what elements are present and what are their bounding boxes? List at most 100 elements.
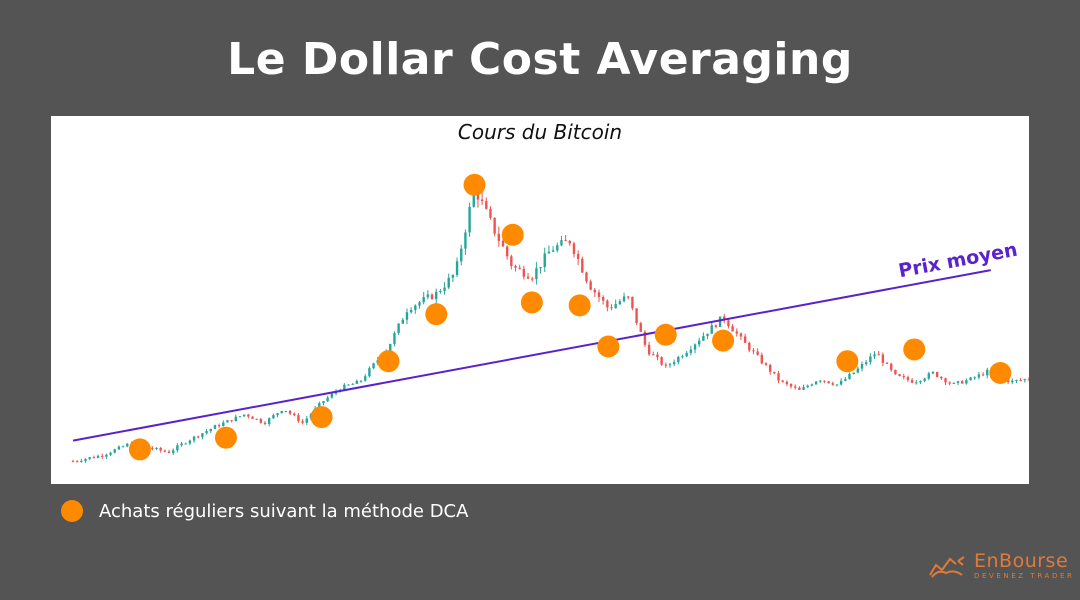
candle-body xyxy=(714,325,718,327)
candle-body xyxy=(614,304,617,309)
candle-body xyxy=(75,461,79,463)
candle-body xyxy=(819,380,822,382)
candle-body xyxy=(589,281,592,290)
candle-body xyxy=(171,450,175,454)
candle-body xyxy=(405,312,409,320)
candle-body xyxy=(1015,380,1018,382)
candle-body xyxy=(293,413,296,416)
candle-body xyxy=(973,377,976,379)
candle-body xyxy=(522,268,526,277)
candle-body xyxy=(113,449,116,453)
candle-body xyxy=(547,251,551,254)
dca-purchase-dot xyxy=(568,294,591,317)
candle-body xyxy=(814,381,818,385)
candle-body xyxy=(176,445,179,451)
candle-body xyxy=(514,266,517,268)
candle-body xyxy=(434,291,438,300)
candle-body xyxy=(869,356,872,363)
candle-body xyxy=(351,383,354,385)
candle-body xyxy=(681,356,684,358)
candle-body xyxy=(1027,379,1029,381)
candle-body xyxy=(159,447,162,451)
candle-body xyxy=(180,443,183,446)
legend-label: Achats réguliers suivant la méthode DCA xyxy=(99,500,469,522)
candle-body xyxy=(656,354,659,358)
candle-body xyxy=(935,372,939,377)
candle-body xyxy=(422,297,425,303)
brand-name: EnBourse xyxy=(974,550,1069,572)
candle-body xyxy=(981,374,985,376)
candle-body xyxy=(919,380,922,383)
candle-body xyxy=(485,201,488,209)
bull-bear-icon xyxy=(929,556,965,578)
candle-body xyxy=(472,189,475,207)
candle-body xyxy=(359,380,363,382)
candle-body xyxy=(121,446,125,448)
candle-body xyxy=(693,344,697,350)
candle-body xyxy=(752,350,755,352)
candle-body xyxy=(622,296,626,302)
candle-body xyxy=(948,382,951,384)
candle-body xyxy=(364,376,367,381)
candle-body xyxy=(727,320,730,327)
candle-body xyxy=(247,414,250,417)
candle-body xyxy=(931,372,935,374)
candle-body xyxy=(393,333,396,344)
candle-body xyxy=(735,331,738,334)
candle-body xyxy=(531,278,534,280)
candle-body xyxy=(798,387,801,390)
candle-body xyxy=(898,374,901,377)
dca-purchase-dot xyxy=(903,338,926,361)
dca-purchase-dot xyxy=(128,438,151,461)
candle-body xyxy=(489,208,492,218)
candle-body xyxy=(263,422,267,425)
candle-body xyxy=(551,250,555,252)
candle-body xyxy=(631,296,634,309)
candle-body xyxy=(873,354,876,357)
candle-body xyxy=(343,384,346,390)
candle-body xyxy=(835,384,839,386)
candle-body xyxy=(259,419,263,423)
candle-body xyxy=(764,363,768,365)
candle-body xyxy=(643,331,647,345)
candle-body xyxy=(101,455,104,457)
candle-body xyxy=(839,380,843,385)
candle-body xyxy=(702,335,705,341)
candle-body xyxy=(468,206,471,233)
candle-body xyxy=(597,292,601,298)
candle-body xyxy=(652,354,655,356)
candle-body xyxy=(881,354,885,363)
candle-body xyxy=(80,460,83,462)
candle-body xyxy=(84,458,87,461)
page-title: Le Dollar Cost Averaging xyxy=(227,34,853,85)
candle-body xyxy=(581,258,584,273)
candle-body xyxy=(810,384,814,386)
candle-body xyxy=(668,364,672,366)
dca-purchase-dot xyxy=(597,335,620,358)
candle-body xyxy=(88,457,91,459)
candle-body xyxy=(105,454,108,457)
candle-body xyxy=(647,344,651,355)
candle-body xyxy=(576,253,580,259)
candle-body xyxy=(556,245,559,251)
candle-body xyxy=(493,217,496,234)
dca-purchase-dot xyxy=(836,350,859,373)
candle-body xyxy=(894,369,897,375)
candle-body xyxy=(927,373,931,379)
candle-body xyxy=(860,363,864,369)
candle-body xyxy=(497,233,501,241)
candle-body xyxy=(505,246,509,257)
candle-body xyxy=(510,256,513,267)
candle-body xyxy=(184,443,187,445)
dca-purchase-dot xyxy=(463,173,486,196)
candle-body xyxy=(856,368,860,373)
candle-body xyxy=(151,447,154,449)
dca-purchase-dot xyxy=(989,361,1012,384)
dca-purchase-dot xyxy=(654,323,677,346)
candle-body xyxy=(480,199,484,202)
candle-body xyxy=(739,333,743,337)
candle-body xyxy=(209,428,212,432)
candle-body xyxy=(677,356,680,363)
brand-logo: EnBourse DEVENEZ TRADER xyxy=(928,552,1074,580)
candle-body xyxy=(451,274,455,278)
